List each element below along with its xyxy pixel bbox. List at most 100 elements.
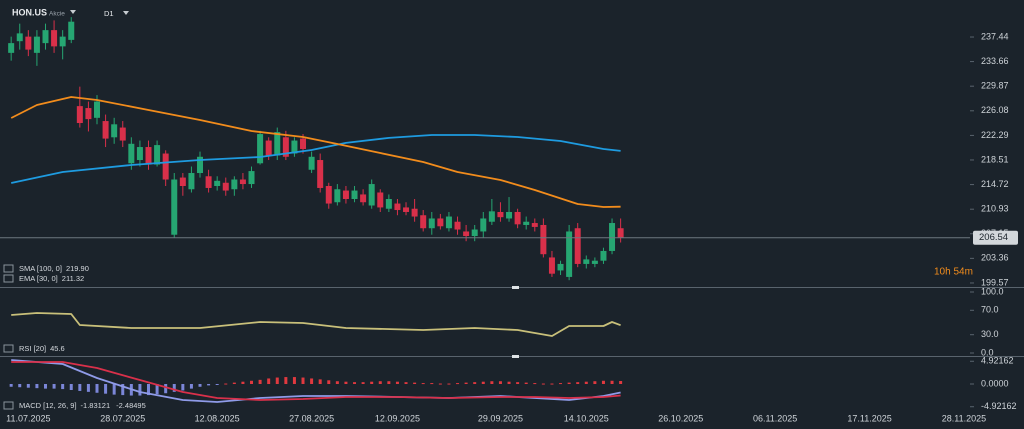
pane-handle[interactable] (512, 286, 519, 289)
histogram-bar (95, 384, 99, 393)
candle-body (76, 106, 83, 124)
histogram-bar (378, 381, 382, 384)
candle-body (454, 221, 461, 230)
histogram-bar (181, 384, 185, 391)
indicator-line (11, 359, 621, 403)
candle-body (33, 36, 40, 53)
indicator-line (11, 134, 621, 184)
legend-value: 219.90 (66, 264, 89, 273)
x-tick-label: 28.07.2025 (100, 413, 145, 423)
candle-body (428, 218, 435, 229)
candle-body (548, 257, 555, 274)
dropdown-arrow[interactable] (70, 10, 76, 14)
histogram-bar (241, 381, 245, 384)
indicator-icon[interactable] (3, 344, 14, 353)
legend-label: SMA [100, 0] (19, 264, 62, 273)
histogram-bar (310, 378, 314, 384)
dropdown-arrow[interactable] (123, 11, 129, 15)
candle-body (25, 36, 32, 50)
candle-body (488, 211, 495, 222)
candle-body (540, 224, 547, 255)
histogram-bar (387, 381, 391, 384)
histogram-bar (601, 380, 605, 384)
candle-body (111, 124, 118, 138)
y-tick-label: 4.92162 (981, 356, 1014, 366)
histogram-bar (344, 381, 348, 384)
candle-body (197, 156, 204, 174)
candle-body (136, 147, 143, 161)
histogram-bar (327, 380, 331, 384)
candle-body (239, 179, 246, 185)
histogram-bar (438, 383, 442, 385)
histogram-bar (447, 383, 451, 385)
y-tick-label: -4.92162 (981, 401, 1017, 411)
candle-body (179, 177, 186, 187)
histogram-bar (498, 381, 502, 384)
histogram-bar (43, 384, 47, 389)
candle-body (291, 140, 298, 154)
candle-body (171, 179, 178, 235)
indicator-icon[interactable] (3, 264, 14, 273)
x-tick-label: 14.10.2025 (564, 413, 609, 423)
histogram-bar (584, 381, 588, 384)
candle-body (411, 208, 418, 217)
candle-body (583, 259, 590, 264)
y-tick-label: 218.51 (981, 154, 1009, 164)
histogram-bar (464, 382, 468, 384)
x-tick-label: 28.11.2025 (942, 413, 986, 423)
candle-body (154, 145, 161, 165)
timeframe[interactable]: D1 (104, 9, 114, 18)
candle-body (300, 138, 307, 149)
x-tick-label: 11.07.2025 (6, 413, 50, 423)
candle-body (59, 36, 66, 47)
histogram-bar (456, 383, 460, 385)
y-tick-label: 237.44 (981, 31, 1009, 41)
histogram-bar (78, 384, 82, 391)
candle-body (394, 203, 401, 211)
y-tick-label: 210.93 (981, 204, 1009, 214)
candle-body (437, 218, 444, 227)
candle-body (506, 211, 513, 219)
candle-body (102, 121, 109, 139)
symbol[interactable]: HON.US (12, 7, 47, 17)
histogram-bar (198, 384, 202, 387)
candle-body (274, 132, 281, 156)
y-tick-label: 233.66 (981, 56, 1009, 66)
histogram-bar (619, 380, 623, 384)
candle-body (128, 143, 135, 164)
candle-body (145, 147, 152, 165)
histogram-bar (224, 383, 228, 385)
histogram-bar (610, 380, 614, 384)
histogram-bar (52, 384, 56, 389)
indicator-icon[interactable] (3, 274, 14, 283)
histogram-bar (318, 379, 322, 384)
candle-body (566, 231, 573, 277)
indicator-icon[interactable] (3, 401, 14, 410)
histogram-bar (490, 381, 494, 384)
candle-body (231, 179, 238, 190)
candle-body (257, 134, 264, 164)
histogram-bar (507, 381, 511, 384)
pane-handle[interactable] (512, 355, 519, 358)
y-tick-label: 70.0 (981, 305, 999, 315)
candle-body (248, 171, 255, 185)
legend-value: -2.48495 (116, 401, 146, 410)
histogram-bar (481, 381, 485, 384)
candle-body (523, 221, 530, 225)
histogram-bar (138, 384, 142, 396)
histogram-bar (215, 384, 219, 385)
candle-body (334, 189, 341, 203)
y-tick-label: 199.57 (981, 277, 1009, 287)
x-tick-label: 12.09.2025 (375, 413, 420, 423)
candle-body (214, 180, 221, 187)
candle-body (308, 156, 315, 170)
histogram-bar (541, 383, 545, 385)
histogram-bar (567, 382, 571, 384)
asset-class: Akcie (49, 11, 65, 18)
candle-body (360, 194, 367, 203)
x-tick-label: 26.10.2025 (658, 413, 703, 423)
histogram-bar (121, 384, 125, 396)
y-tick-label: 214.72 (981, 179, 1009, 189)
